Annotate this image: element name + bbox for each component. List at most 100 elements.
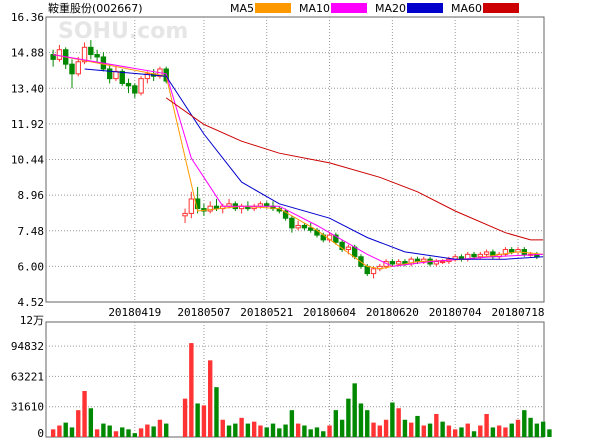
date-tick-label: 20180620 (366, 306, 419, 319)
volume-bar (377, 425, 383, 437)
volume-bar (365, 410, 370, 437)
volume-bar (82, 391, 87, 437)
candle-body (125, 82, 132, 87)
volume-bar (245, 423, 251, 437)
price-tick-label: 10.44 (11, 154, 44, 167)
volume-bar (402, 419, 408, 437)
volume-bar (69, 427, 75, 437)
volume-bar (547, 429, 552, 437)
candle-body (132, 85, 138, 94)
volume-bar (126, 429, 131, 437)
chart-title: 鞍重股份(002667) (48, 1, 143, 15)
candlestick (483, 249, 490, 257)
volume-bar (534, 423, 540, 437)
volume-bar (239, 417, 244, 437)
candlestick (534, 251, 540, 260)
candle-body (289, 217, 295, 229)
candlestick (138, 76, 144, 96)
volume-bar (440, 421, 445, 437)
volume-bar (277, 428, 282, 437)
legend-swatch-ma10 (331, 3, 367, 13)
candlestick (502, 247, 509, 257)
volume-bar (233, 423, 238, 437)
volume-bar (264, 427, 269, 437)
volume-bar (352, 383, 357, 437)
date-tick-label: 20180521 (240, 306, 293, 319)
volume-bar (509, 423, 514, 437)
candle-body (308, 227, 314, 231)
candlestick (515, 247, 521, 255)
volume-bar (182, 398, 188, 437)
candle-body (339, 241, 345, 251)
volume-bar (145, 424, 150, 437)
price-tick-label: 16.36 (11, 11, 44, 24)
candlestick (100, 52, 107, 72)
volume-bar (515, 419, 521, 437)
volume-bar (314, 427, 320, 437)
candle-body (301, 224, 308, 229)
volume-bar (164, 423, 169, 437)
candle-body (502, 249, 509, 255)
date-tick-label: 20180507 (177, 306, 230, 319)
ma-line-ma60 (165, 97, 544, 241)
volume-bar (63, 422, 68, 437)
volume-tick-label: 94832 (11, 340, 44, 353)
volume-bar (151, 426, 156, 437)
volume-bar (220, 419, 225, 437)
volume-bar (50, 429, 56, 437)
legend-swatch-ma5 (255, 3, 291, 13)
legend-label-ma10: MA10 (299, 2, 330, 15)
volume-bar (107, 425, 112, 437)
candlestick (106, 64, 113, 84)
volume-bar (120, 427, 125, 437)
volume-bar (465, 423, 470, 437)
candlestick (207, 201, 213, 214)
candlestick (389, 259, 396, 267)
legend-label-ma5: MA5 (230, 2, 254, 15)
volume-bar (434, 414, 439, 437)
volume-bar (195, 403, 200, 437)
ma-line-ma5 (53, 54, 544, 270)
candle-body (471, 253, 477, 258)
price-axis: 16.36 14.88 13.40 11.92 10.44 8.96 7.48 6.00 4.5… (11, 11, 44, 309)
volume-bar (302, 425, 307, 437)
volume-bar (76, 410, 81, 437)
candlestick (113, 66, 119, 82)
date-axis: 20180419 20180507 20180521 20180604 20180620… (108, 306, 544, 319)
volume-bar (496, 425, 502, 437)
chart-header: 鞍重股份(002667) (48, 1, 143, 15)
volume-bar (214, 387, 219, 437)
candle-body (81, 46, 88, 63)
candle-body (56, 49, 63, 60)
volume-bar (427, 423, 433, 437)
volume-bar (415, 415, 420, 437)
candle-body (439, 261, 446, 264)
volume-bar (478, 425, 483, 437)
candlestick (94, 49, 100, 62)
candlestick (408, 256, 414, 267)
volume-bar (289, 410, 295, 437)
moving-average-lines (53, 54, 544, 270)
volume-bar (484, 414, 489, 437)
candlestick (69, 59, 75, 89)
candlestick (75, 56, 81, 77)
watermark: SOHU.com (58, 19, 188, 44)
volume-unit-label: 12万 (20, 314, 44, 327)
volume-bar (358, 403, 364, 437)
candle-body (113, 70, 119, 80)
candlestick (56, 44, 63, 62)
volume-bar (113, 431, 119, 437)
volume-bar (339, 419, 345, 437)
legend-swatch-ma20 (407, 3, 443, 13)
volume-bar (459, 427, 464, 437)
volume-bar (409, 422, 414, 437)
candlestick (188, 191, 195, 219)
candlestick (238, 203, 245, 214)
candlestick (301, 223, 308, 231)
volume-bar (88, 408, 94, 437)
volume-bar (371, 422, 376, 437)
candlestick (377, 263, 383, 272)
volume-bar (258, 425, 263, 437)
volume-bar (226, 425, 232, 437)
